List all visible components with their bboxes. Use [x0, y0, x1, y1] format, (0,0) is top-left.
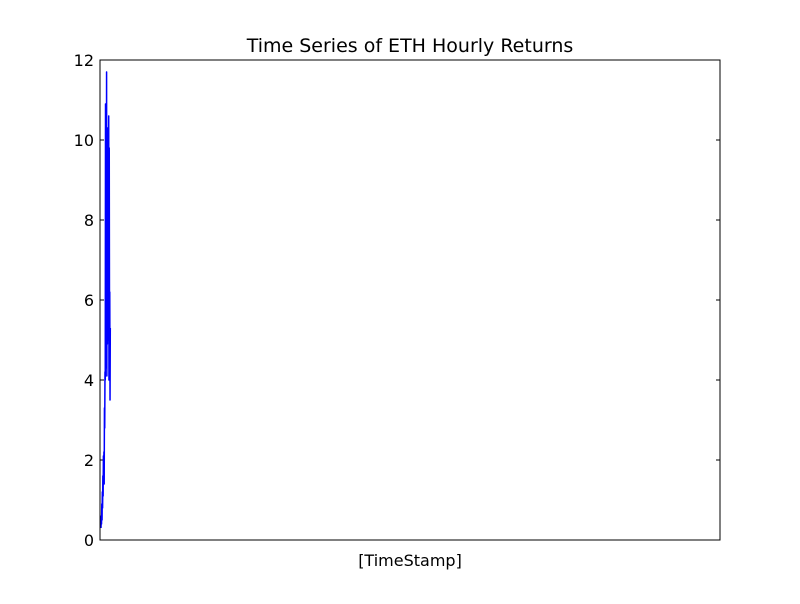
y-tick-label: 4: [84, 371, 94, 390]
y-tick-label: 0: [84, 531, 94, 550]
y-axis-ticks: 0 2 4 6 8 10 12: [74, 51, 720, 550]
y-tick-label: 8: [84, 211, 94, 230]
chart-title: Time Series of ETH Hourly Returns: [246, 35, 574, 57]
y-tick-label: 6: [84, 291, 94, 310]
y-tick-label: 12: [74, 51, 94, 70]
plot-frame: [99, 59, 721, 541]
y-tick-label: 2: [84, 451, 94, 470]
plot-series: [100, 71, 112, 529]
y-tick-label: 10: [74, 131, 94, 150]
x-axis-label: [TimeStamp]: [358, 551, 462, 570]
series-line: [100, 71, 112, 529]
